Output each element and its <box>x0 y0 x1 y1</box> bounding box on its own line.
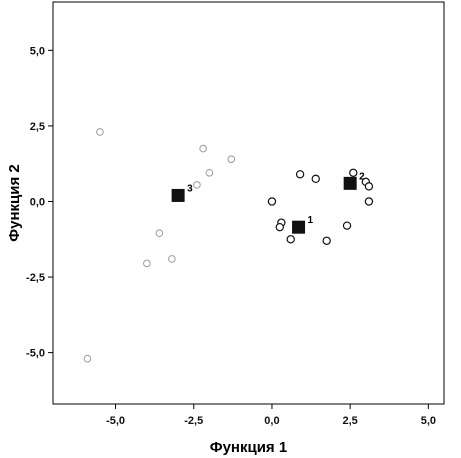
centroid-label: 2 <box>359 171 365 182</box>
x-tick-label: 5,0 <box>421 415 436 427</box>
data-point <box>205 168 214 177</box>
data-point <box>193 181 201 189</box>
data-point <box>322 236 331 245</box>
x-tick-label: 2,5 <box>343 415 358 427</box>
axis-ticks: -5,0 -2,5 0,0 2,5 5,0 5,0 2,5 0,0 -2,5 -5,0 <box>26 45 436 427</box>
y-tick-label: 0,0 <box>30 196 45 208</box>
plot-frame <box>52 1 445 405</box>
data-point <box>295 170 305 179</box>
centroid-label: 3 <box>187 183 193 194</box>
y-tick-label: -5,0 <box>26 348 45 360</box>
data-point <box>349 168 358 177</box>
y-tick-label: 2,5 <box>30 121 45 133</box>
data-point <box>155 229 164 238</box>
data-point <box>267 197 277 206</box>
x-tick-label: 0,0 <box>264 415 279 427</box>
data-point <box>199 144 207 153</box>
data-point <box>227 155 236 163</box>
data-point <box>364 197 374 206</box>
data-point <box>83 354 92 363</box>
x-tick-label: -2,5 <box>184 415 203 427</box>
data-point <box>143 259 151 268</box>
group-centroid <box>292 220 306 234</box>
data-point <box>96 128 104 136</box>
y-tick-label: -2,5 <box>26 272 45 284</box>
data-point <box>275 222 284 232</box>
group-centroid <box>343 176 357 190</box>
data-point <box>311 174 320 184</box>
data-point <box>286 235 295 244</box>
data-points <box>83 128 374 363</box>
centroid-label: 1 <box>308 215 314 226</box>
data-point <box>168 255 176 263</box>
data-point <box>364 182 374 191</box>
data-point <box>342 221 352 230</box>
y-tick-label: 5,0 <box>30 45 45 57</box>
x-axis-title: Функция 1 <box>210 439 287 456</box>
y-axis-title: Функция 2 <box>6 164 23 241</box>
group-centroid <box>171 188 185 202</box>
x-tick-label: -5,0 <box>106 415 125 427</box>
group-centroids: 1 2 3 <box>171 171 365 234</box>
